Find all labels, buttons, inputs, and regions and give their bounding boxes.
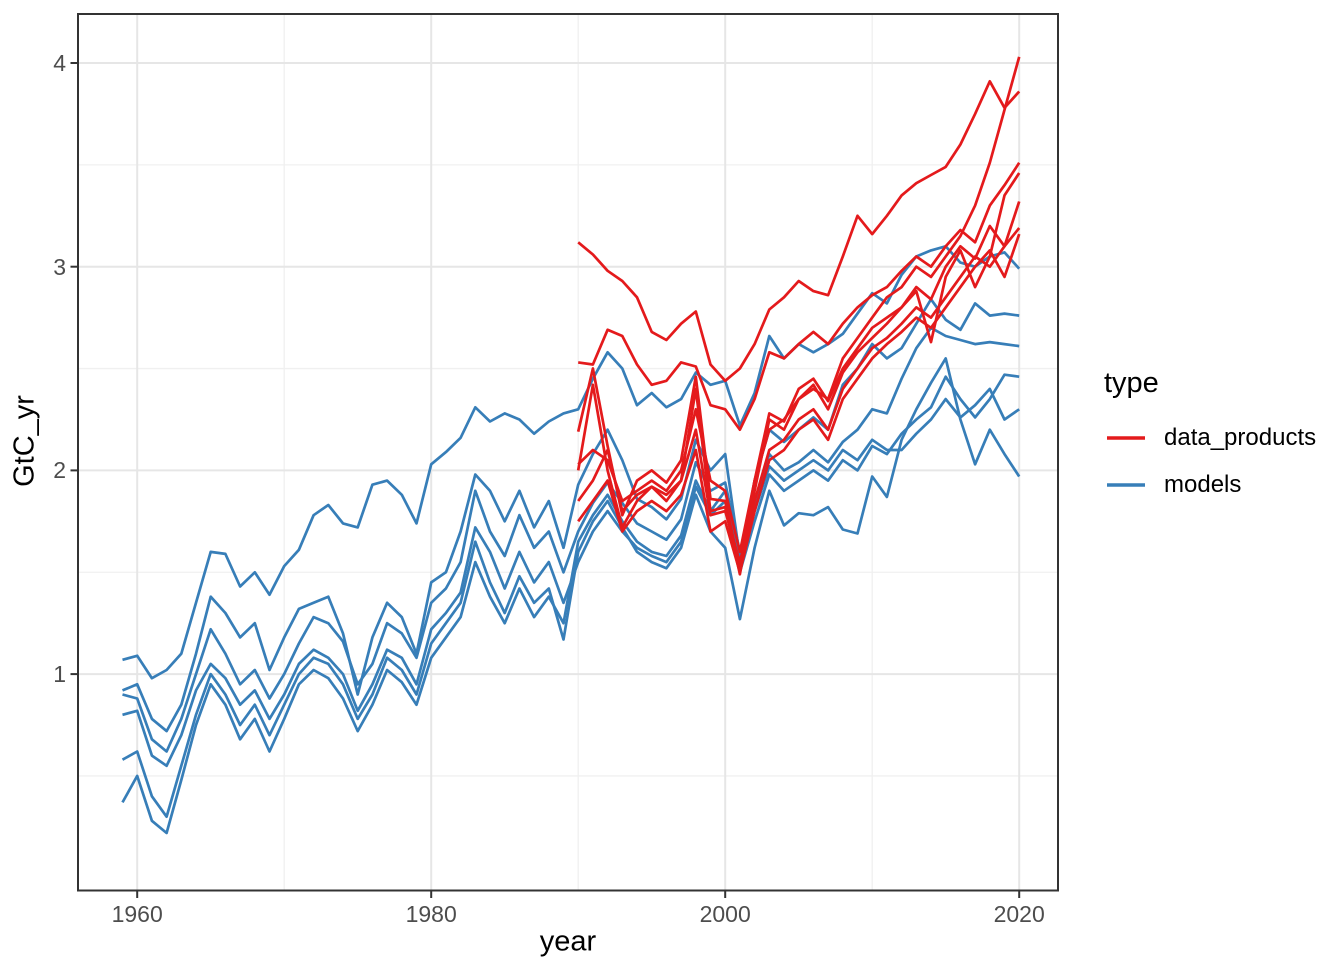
y-tick-label: 3	[53, 253, 66, 280]
x-tick-label: 2000	[699, 901, 751, 927]
y-tick-label: 4	[53, 50, 66, 76]
x-tick-label: 2020	[993, 901, 1045, 927]
legend-item-label: data_products	[1164, 423, 1317, 451]
data-product-line	[576, 201, 1021, 570]
x-tick-label: 1980	[405, 901, 457, 927]
data-product-line	[577, 227, 1021, 564]
model-line	[122, 244, 1021, 680]
x-axis-title: year	[539, 925, 597, 958]
y-tick-label: 2	[53, 457, 66, 484]
model-line	[121, 297, 1020, 733]
legend: type data_products models	[1104, 366, 1316, 508]
legend-key-blue-line-icon	[1107, 482, 1145, 487]
legend-item-label: models	[1164, 470, 1242, 498]
legend-key-red-line-icon	[1107, 435, 1145, 440]
panel-border	[77, 13, 1059, 892]
model-line	[121, 357, 1021, 819]
x-tick-label: 1960	[111, 901, 163, 927]
data-product-line	[577, 56, 1021, 554]
legend-item-models: models	[1104, 461, 1316, 508]
data-product-line	[577, 233, 1021, 574]
model-line	[122, 326, 1020, 753]
legend-title: type	[1104, 367, 1159, 399]
legend-item-data-products: data_products	[1104, 414, 1316, 461]
model-line	[121, 387, 1020, 835]
y-tick-label: 1	[53, 661, 66, 688]
data-product-line	[578, 162, 1021, 432]
data-product-line	[577, 79, 1021, 383]
